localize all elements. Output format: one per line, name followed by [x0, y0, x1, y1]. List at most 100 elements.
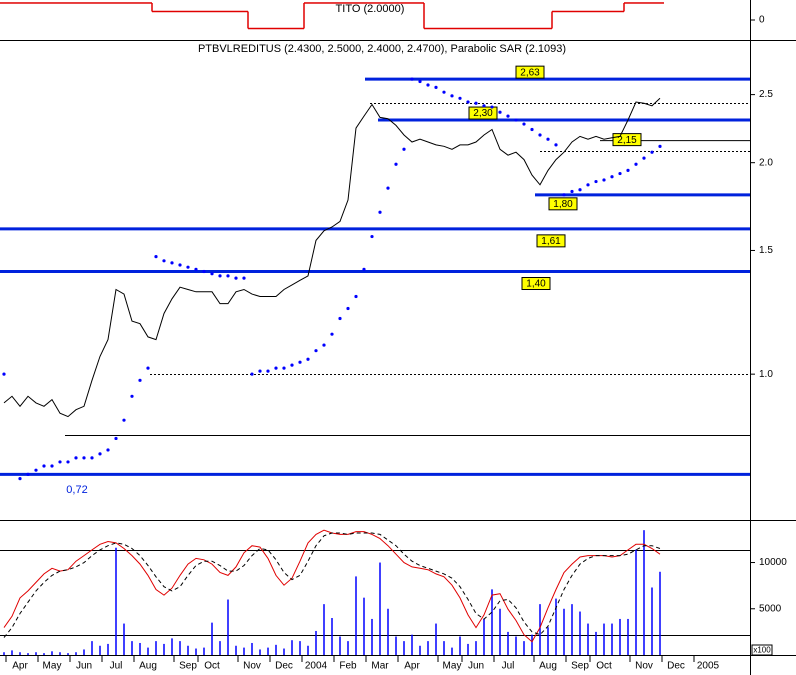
- sar-dot: [42, 464, 46, 468]
- unit-label: x100: [753, 646, 771, 655]
- level-label: 1,40: [526, 279, 546, 290]
- sar-dot: [258, 369, 262, 373]
- sar-dot: [442, 90, 446, 94]
- volume-bar: [83, 649, 85, 655]
- sar-dot: [634, 162, 638, 166]
- sar-dot: [378, 210, 382, 214]
- volume-bar: [627, 618, 629, 655]
- volume-bar: [643, 530, 645, 655]
- volume-bar: [123, 623, 125, 655]
- volume-bar: [555, 598, 557, 655]
- volume-bar: [491, 589, 493, 655]
- sar-dot: [426, 83, 430, 87]
- level-label: 2,63: [520, 67, 540, 78]
- x-tick-label: Jul: [502, 661, 515, 672]
- sar-dot: [202, 269, 206, 274]
- volume-bar: [107, 643, 109, 655]
- volume-bar: [131, 641, 133, 655]
- sar-dot: [370, 234, 374, 239]
- sar-dot: [402, 147, 406, 151]
- x-tick-label: 2005: [697, 661, 720, 672]
- series-line: [3, 532, 661, 638]
- level-label-box: [536, 234, 566, 248]
- sar-dot: [562, 193, 566, 197]
- sar-dot: [602, 178, 606, 182]
- sar-dot: [66, 460, 70, 464]
- volume-bar: [595, 631, 597, 655]
- sar-dot: [546, 137, 550, 141]
- volume-bar: [379, 562, 381, 655]
- sar-dot: [34, 468, 38, 472]
- volume-bar: [171, 638, 173, 655]
- sar-dot: [98, 452, 102, 456]
- sar-dot: [154, 255, 158, 259]
- level-label-box: [548, 197, 578, 211]
- sar-dot: [650, 150, 654, 154]
- volume-bar: [435, 623, 437, 655]
- panel-title: TITO (2.0000): [336, 3, 405, 15]
- level-label: 1,61: [541, 236, 561, 247]
- y-tick-label: 2.0: [759, 157, 773, 168]
- sar-dot: [434, 85, 438, 89]
- sar-dot: [74, 456, 78, 460]
- volume-bar: [35, 652, 37, 655]
- x-tick-label: Jun: [468, 661, 484, 672]
- sar-dot: [234, 276, 238, 280]
- sar-dot: [538, 133, 542, 137]
- sar-dot: [218, 274, 222, 278]
- volume-bar: [531, 634, 533, 655]
- volume-bar: [59, 652, 61, 655]
- volume-bar: [267, 647, 269, 655]
- level-label-box: [468, 106, 498, 120]
- level-label: 2,30: [473, 108, 493, 119]
- x-tick-label: May: [443, 661, 462, 672]
- sar-dot: [490, 105, 494, 109]
- volume-bar: [403, 641, 405, 655]
- sar-dot: [122, 418, 126, 422]
- volume-bar: [19, 652, 21, 655]
- sar-dot: [162, 259, 166, 263]
- volume-bar: [323, 604, 325, 655]
- sar-dot: [498, 110, 502, 114]
- volume-bar: [155, 641, 157, 655]
- volume-bar: [611, 623, 613, 655]
- sar-dot: [322, 343, 326, 347]
- sar-dot: [642, 156, 646, 160]
- volume-bar: [147, 647, 149, 655]
- sar-dot: [338, 316, 342, 321]
- volume-bar: [3, 652, 5, 655]
- volume-bar: [315, 630, 317, 655]
- volume-bar: [387, 608, 389, 655]
- sar-dot: [586, 183, 590, 187]
- sar-dot: [314, 349, 318, 353]
- volume-bar: [163, 643, 165, 655]
- x-tick-label: Mar: [371, 661, 389, 672]
- volume-bar: [307, 645, 309, 655]
- sar-dot: [50, 464, 54, 468]
- x-tick-label: Aug: [139, 661, 157, 672]
- sar-dot: [474, 101, 478, 105]
- x-tick-label: Nov: [243, 661, 261, 672]
- sar-dot: [578, 188, 582, 192]
- volume-bar: [291, 640, 293, 655]
- sar-dot: [418, 79, 422, 84]
- volume-bar: [395, 636, 397, 655]
- volume-bar: [443, 641, 445, 655]
- sar-dot: [594, 179, 598, 184]
- y-tick-label: 1.5: [759, 245, 773, 256]
- volume-bar: [419, 645, 421, 655]
- volume-bar: [451, 647, 453, 655]
- sar-dot: [130, 394, 134, 398]
- sar-dot: [410, 77, 414, 81]
- volume-bar: [331, 618, 333, 655]
- volume-bar: [563, 608, 565, 655]
- volume-bar: [411, 634, 413, 655]
- sar-dot: [514, 118, 518, 122]
- sar-dot: [138, 378, 142, 382]
- sar-dot: [466, 100, 470, 104]
- volume-bar: [43, 653, 45, 655]
- sar-dot: [458, 96, 462, 100]
- volume-bar: [203, 647, 205, 655]
- series-line: [3, 97, 661, 418]
